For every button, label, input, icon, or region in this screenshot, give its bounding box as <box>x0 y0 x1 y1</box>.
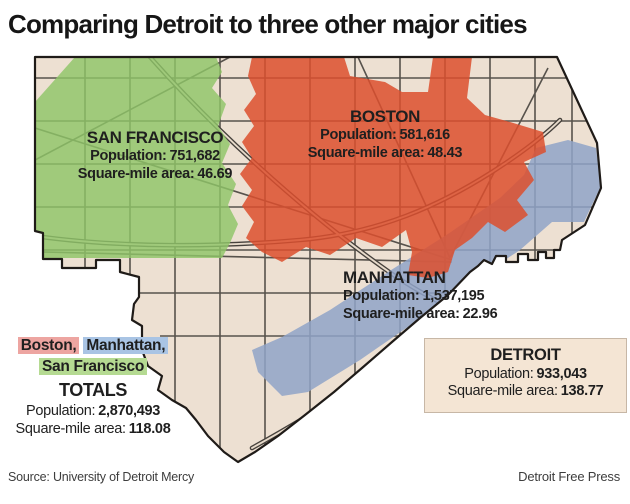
san-francisco-highlight: San Francisco <box>38 357 148 375</box>
map-border <box>33 55 603 464</box>
san-francisco-population: Population: 751,682 <box>90 148 220 165</box>
totals-heading: TOTALS <box>59 379 127 400</box>
boston-highlight: Boston, <box>17 337 80 354</box>
detroit-area: Square-mile area: 138.77 <box>447 383 604 399</box>
manhattan-highlight: Manhattan, <box>83 337 169 354</box>
detroit-name: DETROIT <box>490 346 561 364</box>
san-francisco-overlay <box>35 57 238 258</box>
san-francisco-name: SAN FRANCISCO <box>86 128 224 147</box>
totals-cities-line2: San Francisco <box>4 357 182 378</box>
boston-label: BOSTON Population: 581,616 Square-mile ar… <box>280 107 490 162</box>
san-francisco-area: Square-mile area: 46.69 <box>77 165 233 182</box>
san-francisco-label: SAN FRANCISCO Population: 751,682 Square-… <box>40 128 270 183</box>
detroit-population: Population: 933,043 <box>464 366 587 382</box>
manhattan-population: Population: 1,537,195 <box>343 288 485 305</box>
manhattan-name: MANHATTAN <box>343 268 446 287</box>
totals-population: Population: 2,870,493 <box>25 402 161 419</box>
boston-area: Square-mile area: 48.43 <box>307 144 463 161</box>
source-credit: Source: University of Detroit Mercy <box>8 470 195 484</box>
totals-block: Boston, Manhattan, San Francisco TOTALS … <box>4 336 182 437</box>
boston-population: Population: 581,616 <box>320 127 450 144</box>
boston-overlay <box>240 57 546 278</box>
totals-cities-line1: Boston, Manhattan, <box>4 336 182 357</box>
publisher-credit: Detroit Free Press <box>518 469 620 484</box>
page-title: Comparing Detroit to three other major c… <box>8 9 528 39</box>
boston-name: BOSTON <box>349 107 421 126</box>
manhattan-label: MANHATTAN Population: 1,537,195 Square-mi… <box>343 268 563 323</box>
totals-area: Square-mile area: 118.08 <box>15 420 171 437</box>
detroit-box: DETROIT Population: 933,043 Square-mile a… <box>424 338 627 413</box>
manhattan-area: Square-mile area: 22.96 <box>343 305 498 322</box>
